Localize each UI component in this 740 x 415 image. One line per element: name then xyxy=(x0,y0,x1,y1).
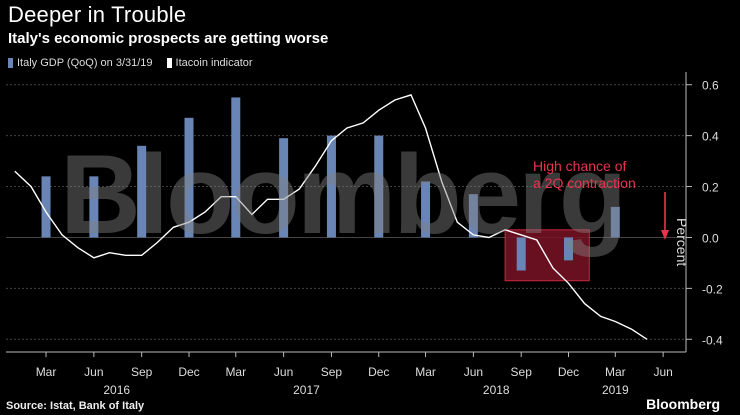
gdp-bar xyxy=(279,138,289,238)
gdp-bar xyxy=(89,176,99,238)
annotation-arrow-head xyxy=(661,230,669,240)
x-tick-label: Mar xyxy=(415,365,436,379)
x-tick-label: Mar xyxy=(225,365,246,379)
itacoin-line xyxy=(14,94,648,340)
gdp-bar xyxy=(231,97,241,238)
legend-swatch-itacoin xyxy=(166,58,172,68)
bars-layer xyxy=(41,97,620,271)
x-tick-label: Dec xyxy=(178,365,199,379)
gdp-bar xyxy=(326,135,336,238)
x-year-label: 2018 xyxy=(483,383,510,397)
legend-label-gdp: Italy GDP (QoQ) on 3/31/19 xyxy=(17,57,153,69)
x-tick-label: Dec xyxy=(368,365,389,379)
x-tick-label: Dec xyxy=(558,365,579,379)
x-tick-label: Jun xyxy=(84,365,103,379)
gdp-bar xyxy=(421,181,431,238)
annotation-text: High chance of a 2Q contraction xyxy=(533,158,636,192)
axis-layer: 0.6 0.4 0.2 0.0 -0.2 -0.4 Mar Jun Sep Dec Mar Jun Se… xyxy=(6,72,723,397)
x-year-label: 2016 xyxy=(103,383,130,397)
x-tick-label: Jun xyxy=(464,365,483,379)
gdp-bar xyxy=(41,176,51,238)
gdp-bar xyxy=(610,206,620,238)
y-axis-label: Percent xyxy=(674,218,690,267)
gdp-bar xyxy=(184,117,194,238)
x-tick-label: Mar xyxy=(36,365,57,379)
x-tick-label: Jun xyxy=(653,365,672,379)
x-tick-label: Sep xyxy=(511,365,533,379)
chart-title: Deeper in Trouble xyxy=(8,2,187,27)
legend-item-itacoin: Itacoin indicator xyxy=(166,57,253,69)
annotation-line-2: a 2Q contraction xyxy=(533,175,636,191)
legend-swatch-gdp xyxy=(8,58,13,68)
x-tick-label: Sep xyxy=(321,365,343,379)
gdp-bar xyxy=(374,135,384,238)
gdp-bar xyxy=(468,194,478,238)
x-tick-label: Mar xyxy=(605,365,626,379)
y-tick-label: 0.2 xyxy=(702,181,719,195)
gdp-bar xyxy=(516,237,526,271)
legend-label-itacoin: Itacoin indicator xyxy=(175,57,253,69)
x-year-label: 2017 xyxy=(293,383,320,397)
y-tick-label: -0.2 xyxy=(702,282,723,296)
x-year-label: 2019 xyxy=(602,383,629,397)
y-tick-label: 0.0 xyxy=(702,231,719,245)
x-tick-label: Sep xyxy=(131,365,153,379)
chart-subtitle: Italy's economic prospects are getting w… xyxy=(8,30,329,47)
x-tick-label: Jun xyxy=(274,365,293,379)
annotation-line-1: High chance of xyxy=(533,158,627,174)
annotation-layer xyxy=(661,192,669,240)
y-tick-label: 0.6 xyxy=(702,79,719,93)
y-tick-label: 0.4 xyxy=(702,130,719,144)
bloomberg-logo: Bloomberg xyxy=(646,396,720,412)
grid-layer xyxy=(6,84,686,340)
line-layer xyxy=(14,94,648,340)
legend-item-gdp: Italy GDP (QoQ) on 3/31/19 xyxy=(8,57,153,69)
gdp-bar xyxy=(137,145,147,238)
source-note: Source: Istat, Bank of Italy xyxy=(6,400,145,412)
gdp-bar xyxy=(564,237,574,261)
y-tick-label: -0.4 xyxy=(702,333,723,347)
legend: Italy GDP (QoQ) on 3/31/19 Itacoin indic… xyxy=(8,57,267,69)
